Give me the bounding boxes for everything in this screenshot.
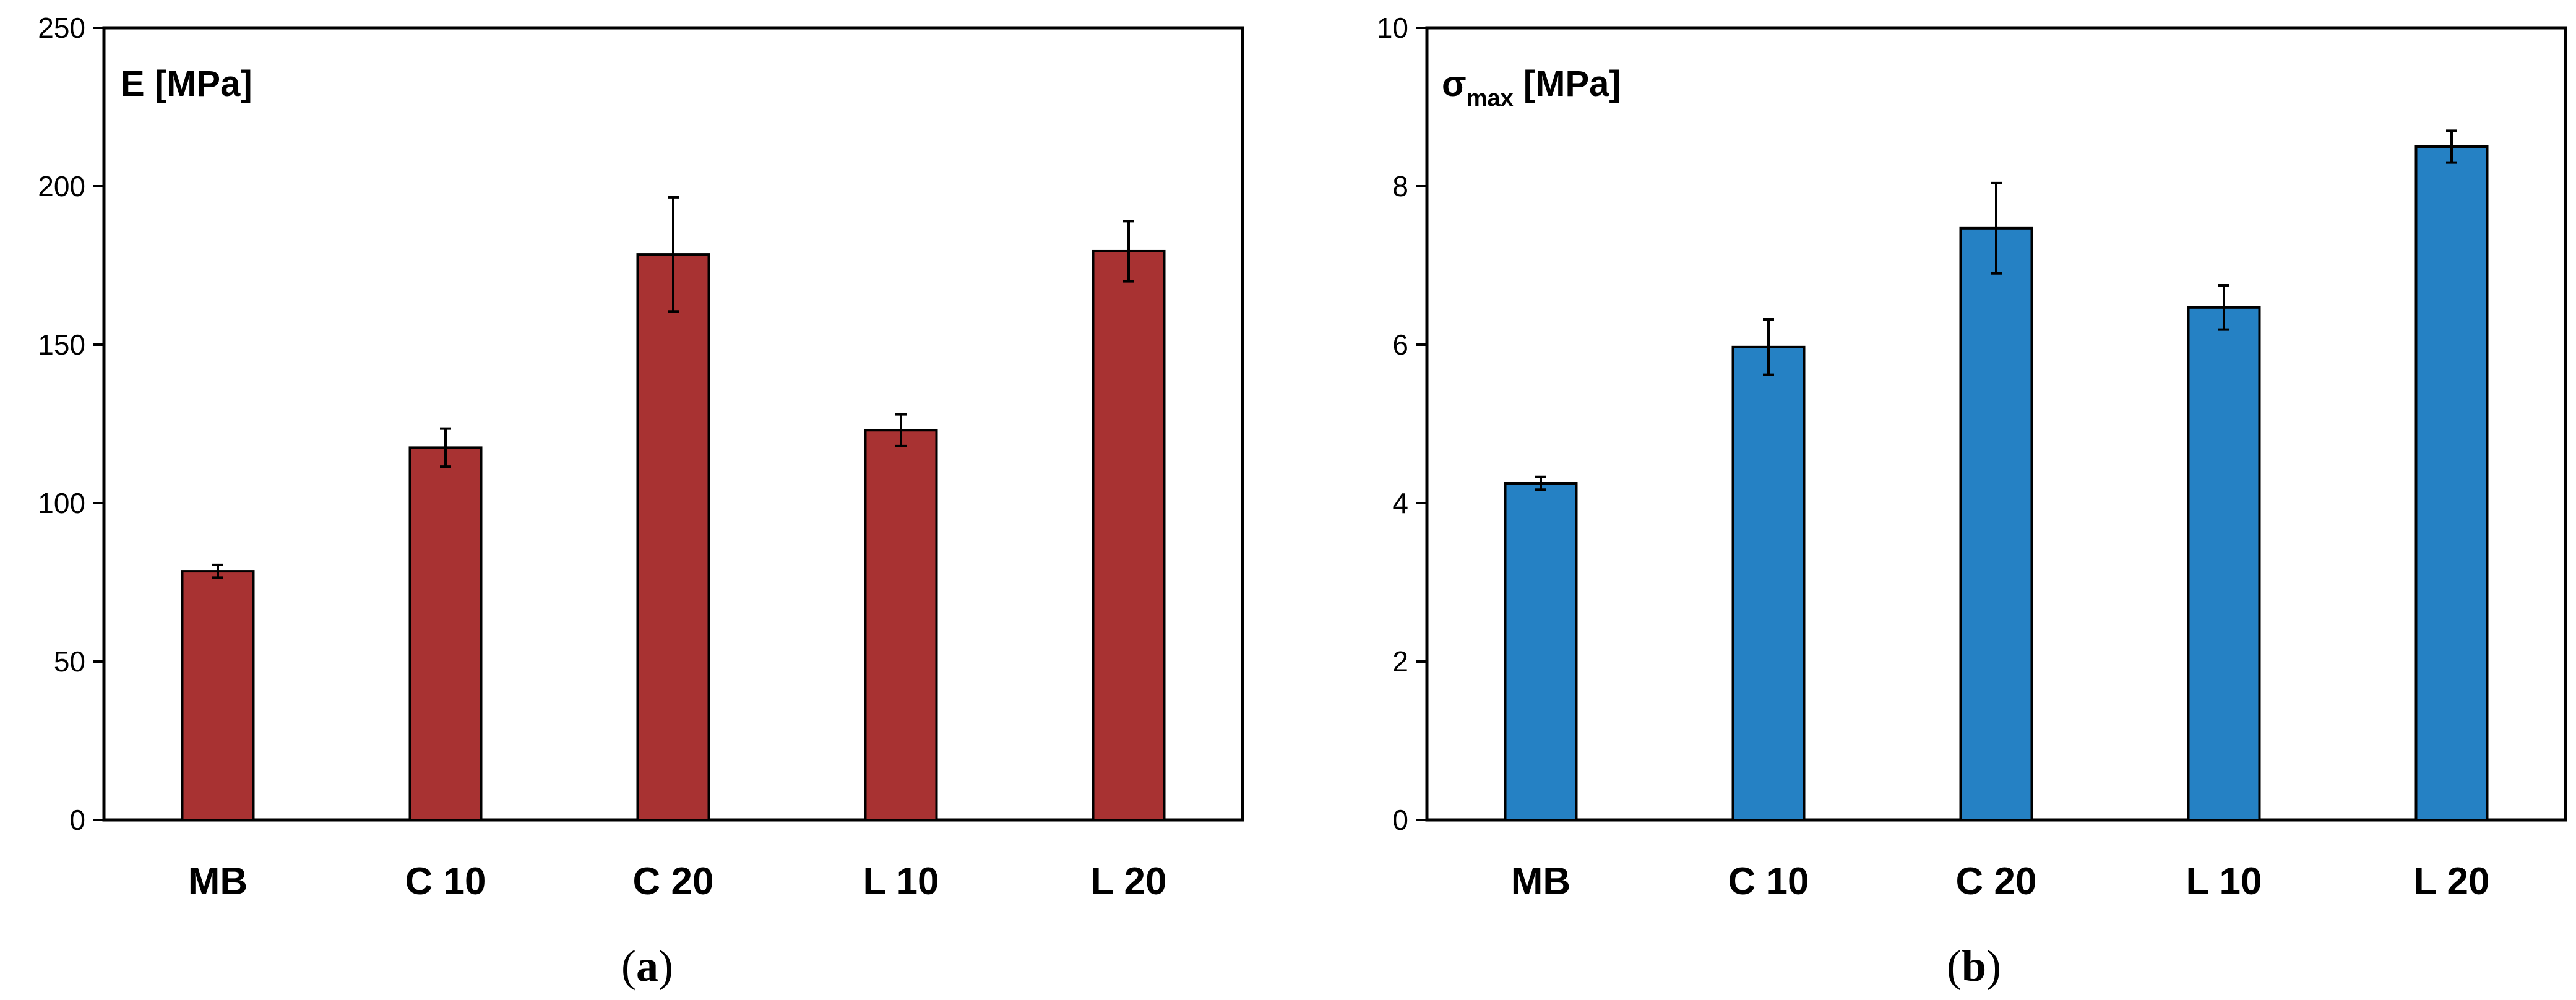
y-tick-label: 250 [38, 12, 85, 44]
y-tick-label: 2 [1392, 645, 1408, 678]
y-axis-ticks: 0 50 100 150 200 250 [38, 12, 104, 836]
bar [636, 253, 710, 821]
bar [864, 429, 938, 821]
x-category-label: L 10 [863, 860, 939, 903]
bar [2187, 306, 2261, 821]
x-category-label: C 10 [1728, 860, 1809, 903]
y-tick-label: 4 [1392, 487, 1408, 519]
x-axis-categories: MB C 10 C 20 L 10 L 20 [1511, 860, 2490, 903]
bar [1731, 345, 1806, 821]
chart-panel-a: 0 50 100 150 200 250 MB C 10 C 20 L 10 L 20 E [MP… [38, 12, 1244, 991]
panel-caption: (b) [1947, 941, 2001, 991]
x-axis-categories: MB C 10 C 20 L 10 L 20 [188, 860, 1167, 903]
bar [2414, 145, 2489, 821]
bar [1092, 249, 1166, 821]
x-category-label: MB [188, 860, 248, 903]
bar [408, 446, 483, 821]
x-category-label: MB [1511, 860, 1570, 903]
y-tick-label: 10 [1377, 12, 1408, 44]
panel-caption: (a) [621, 941, 673, 991]
y-tick-label: 150 [38, 329, 85, 361]
bar [1959, 226, 2033, 821]
x-category-label: C 10 [405, 860, 486, 903]
bar [1504, 482, 1578, 821]
y-tick-label: 0 [1392, 804, 1408, 836]
x-category-label: C 20 [633, 860, 714, 903]
y-axis-label: E [MPa] [121, 64, 252, 104]
y-tick-label: 50 [54, 645, 85, 678]
x-category-label: C 20 [1956, 860, 2037, 903]
y-tick-label: 0 [69, 804, 85, 836]
y-tick-label: 8 [1392, 170, 1408, 202]
x-category-label: L 10 [2186, 860, 2262, 903]
x-category-label: L 20 [2414, 860, 2490, 903]
y-tick-label: 6 [1392, 329, 1408, 361]
bars [1504, 129, 2489, 821]
bar [181, 570, 255, 822]
x-category-label: L 20 [1091, 860, 1167, 903]
chart-panel-b: 0 2 4 6 8 10 MB C 10 C 20 L 10 L 20 σmax [MPa] (b… [1377, 12, 2567, 991]
y-axis-ticks: 0 2 4 6 8 10 [1377, 12, 1427, 836]
y-tick-label: 200 [38, 170, 85, 202]
y-axis-label: σmax [MPa] [1442, 64, 1621, 111]
y-tick-label: 100 [38, 487, 85, 519]
bars [181, 196, 1166, 822]
